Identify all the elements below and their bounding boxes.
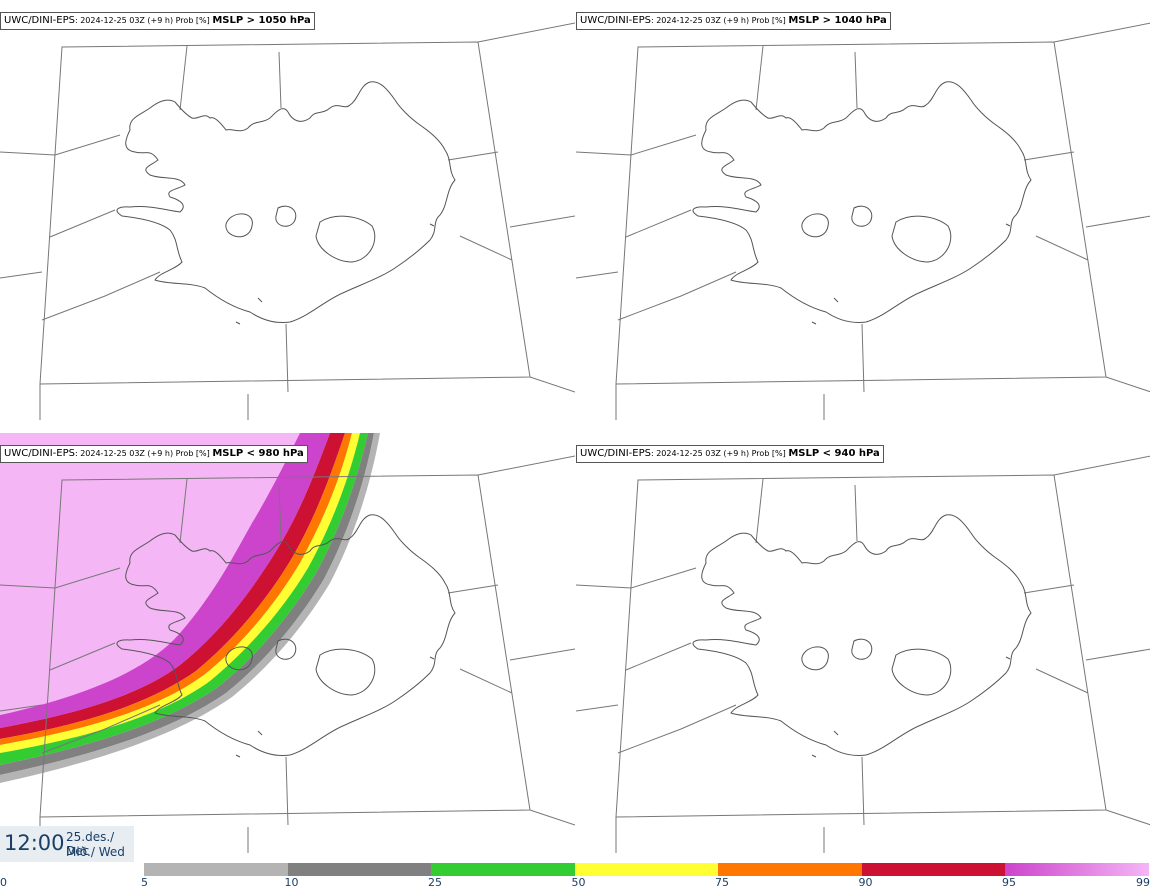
colorbar-tick-label: 0 [0,876,7,889]
colorbar-tick-label: 99 [1136,876,1150,889]
panel-meta-4: : 2024-12-25 03Z (+9 h) Prob [%] [650,449,789,458]
panel-model-3: UWC/DINI-EPS [4,448,75,459]
panel-label-2: UWC/DINI-EPS: 2024-12-25 03Z (+9 h) Prob… [576,12,891,30]
valid-time: 12:00 [4,831,65,855]
colorbar-segment-95-99 [1005,863,1149,876]
panel-label-4: UWC/DINI-EPS: 2024-12-25 03Z (+9 h) Prob… [576,445,884,463]
colorbar-segment-10-25 [287,863,431,876]
map-canvas-2 [576,21,1150,421]
colorbar-tick-label: 5 [141,876,148,889]
panel-threshold-4: MSLP < 940 hPa [788,448,880,459]
band-10 [0,433,374,775]
valid-date: 25.des./ Dec [66,830,115,858]
band-75 [0,433,352,745]
map-panel-3: UWC/DINI-EPS: 2024-12-25 03Z (+9 h) Prob… [0,433,575,867]
valid-time-box: 12:00 25.des./ Dec Mið./ Wed [0,826,134,862]
panel-meta-2: : 2024-12-25 03Z (+9 h) Prob [%] [650,16,789,25]
colorbar-tick-label: 95 [1002,876,1016,889]
panel-threshold-3: MSLP < 980 hPa [212,448,304,459]
map-canvas-1 [0,21,575,421]
band-90 [0,433,345,739]
band-99 [0,433,300,715]
band-50 [0,433,360,753]
map-panel-1: UWC/DINI-EPS: 2024-12-25 03Z (+9 h) Prob… [0,0,575,434]
panel-meta-3: : 2024-12-25 03Z (+9 h) Prob [%] [74,449,213,458]
panel-model-1: UWC/DINI-EPS [4,15,75,26]
colorbar-segment-25-50 [431,863,575,876]
panel-threshold-1: MSLP > 1050 hPa [212,15,311,26]
valid-weekday: Mið./ Wed [66,845,125,859]
colorbar-segment-75-90 [718,863,862,876]
colorbar-segment-90-95 [861,863,1005,876]
colorbar-tick-label: 75 [715,876,729,889]
colorbar-tick-label: 10 [284,876,299,889]
map-panel-2: UWC/DINI-EPS: 2024-12-25 03Z (+9 h) Prob… [576,0,1150,434]
colorbar-segment-5-10 [144,863,288,876]
panel-model-4: UWC/DINI-EPS [580,448,651,459]
colorbar-segment-50-75 [574,863,718,876]
panel-threshold-2: MSLP > 1040 hPa [788,15,887,26]
map-canvas-3 [0,433,575,854]
probability-bands [0,433,380,783]
panel-label-1: UWC/DINI-EPS: 2024-12-25 03Z (+9 h) Prob… [0,12,315,30]
colorbar-tick-label: 25 [428,876,442,889]
panel-model-2: UWC/DINI-EPS [580,15,651,26]
colorbar-tick-label: 90 [858,876,873,889]
band-25 [0,433,368,765]
map-canvas-4 [576,454,1150,854]
map-panel-4: UWC/DINI-EPS: 2024-12-25 03Z (+9 h) Prob… [576,433,1150,867]
colorbar [144,863,1149,876]
panel-label-3: UWC/DINI-EPS: 2024-12-25 03Z (+9 h) Prob… [0,445,308,463]
colorbar-tick-label: 50 [571,876,586,889]
panel-meta-1: : 2024-12-25 03Z (+9 h) Prob [%] [74,16,213,25]
